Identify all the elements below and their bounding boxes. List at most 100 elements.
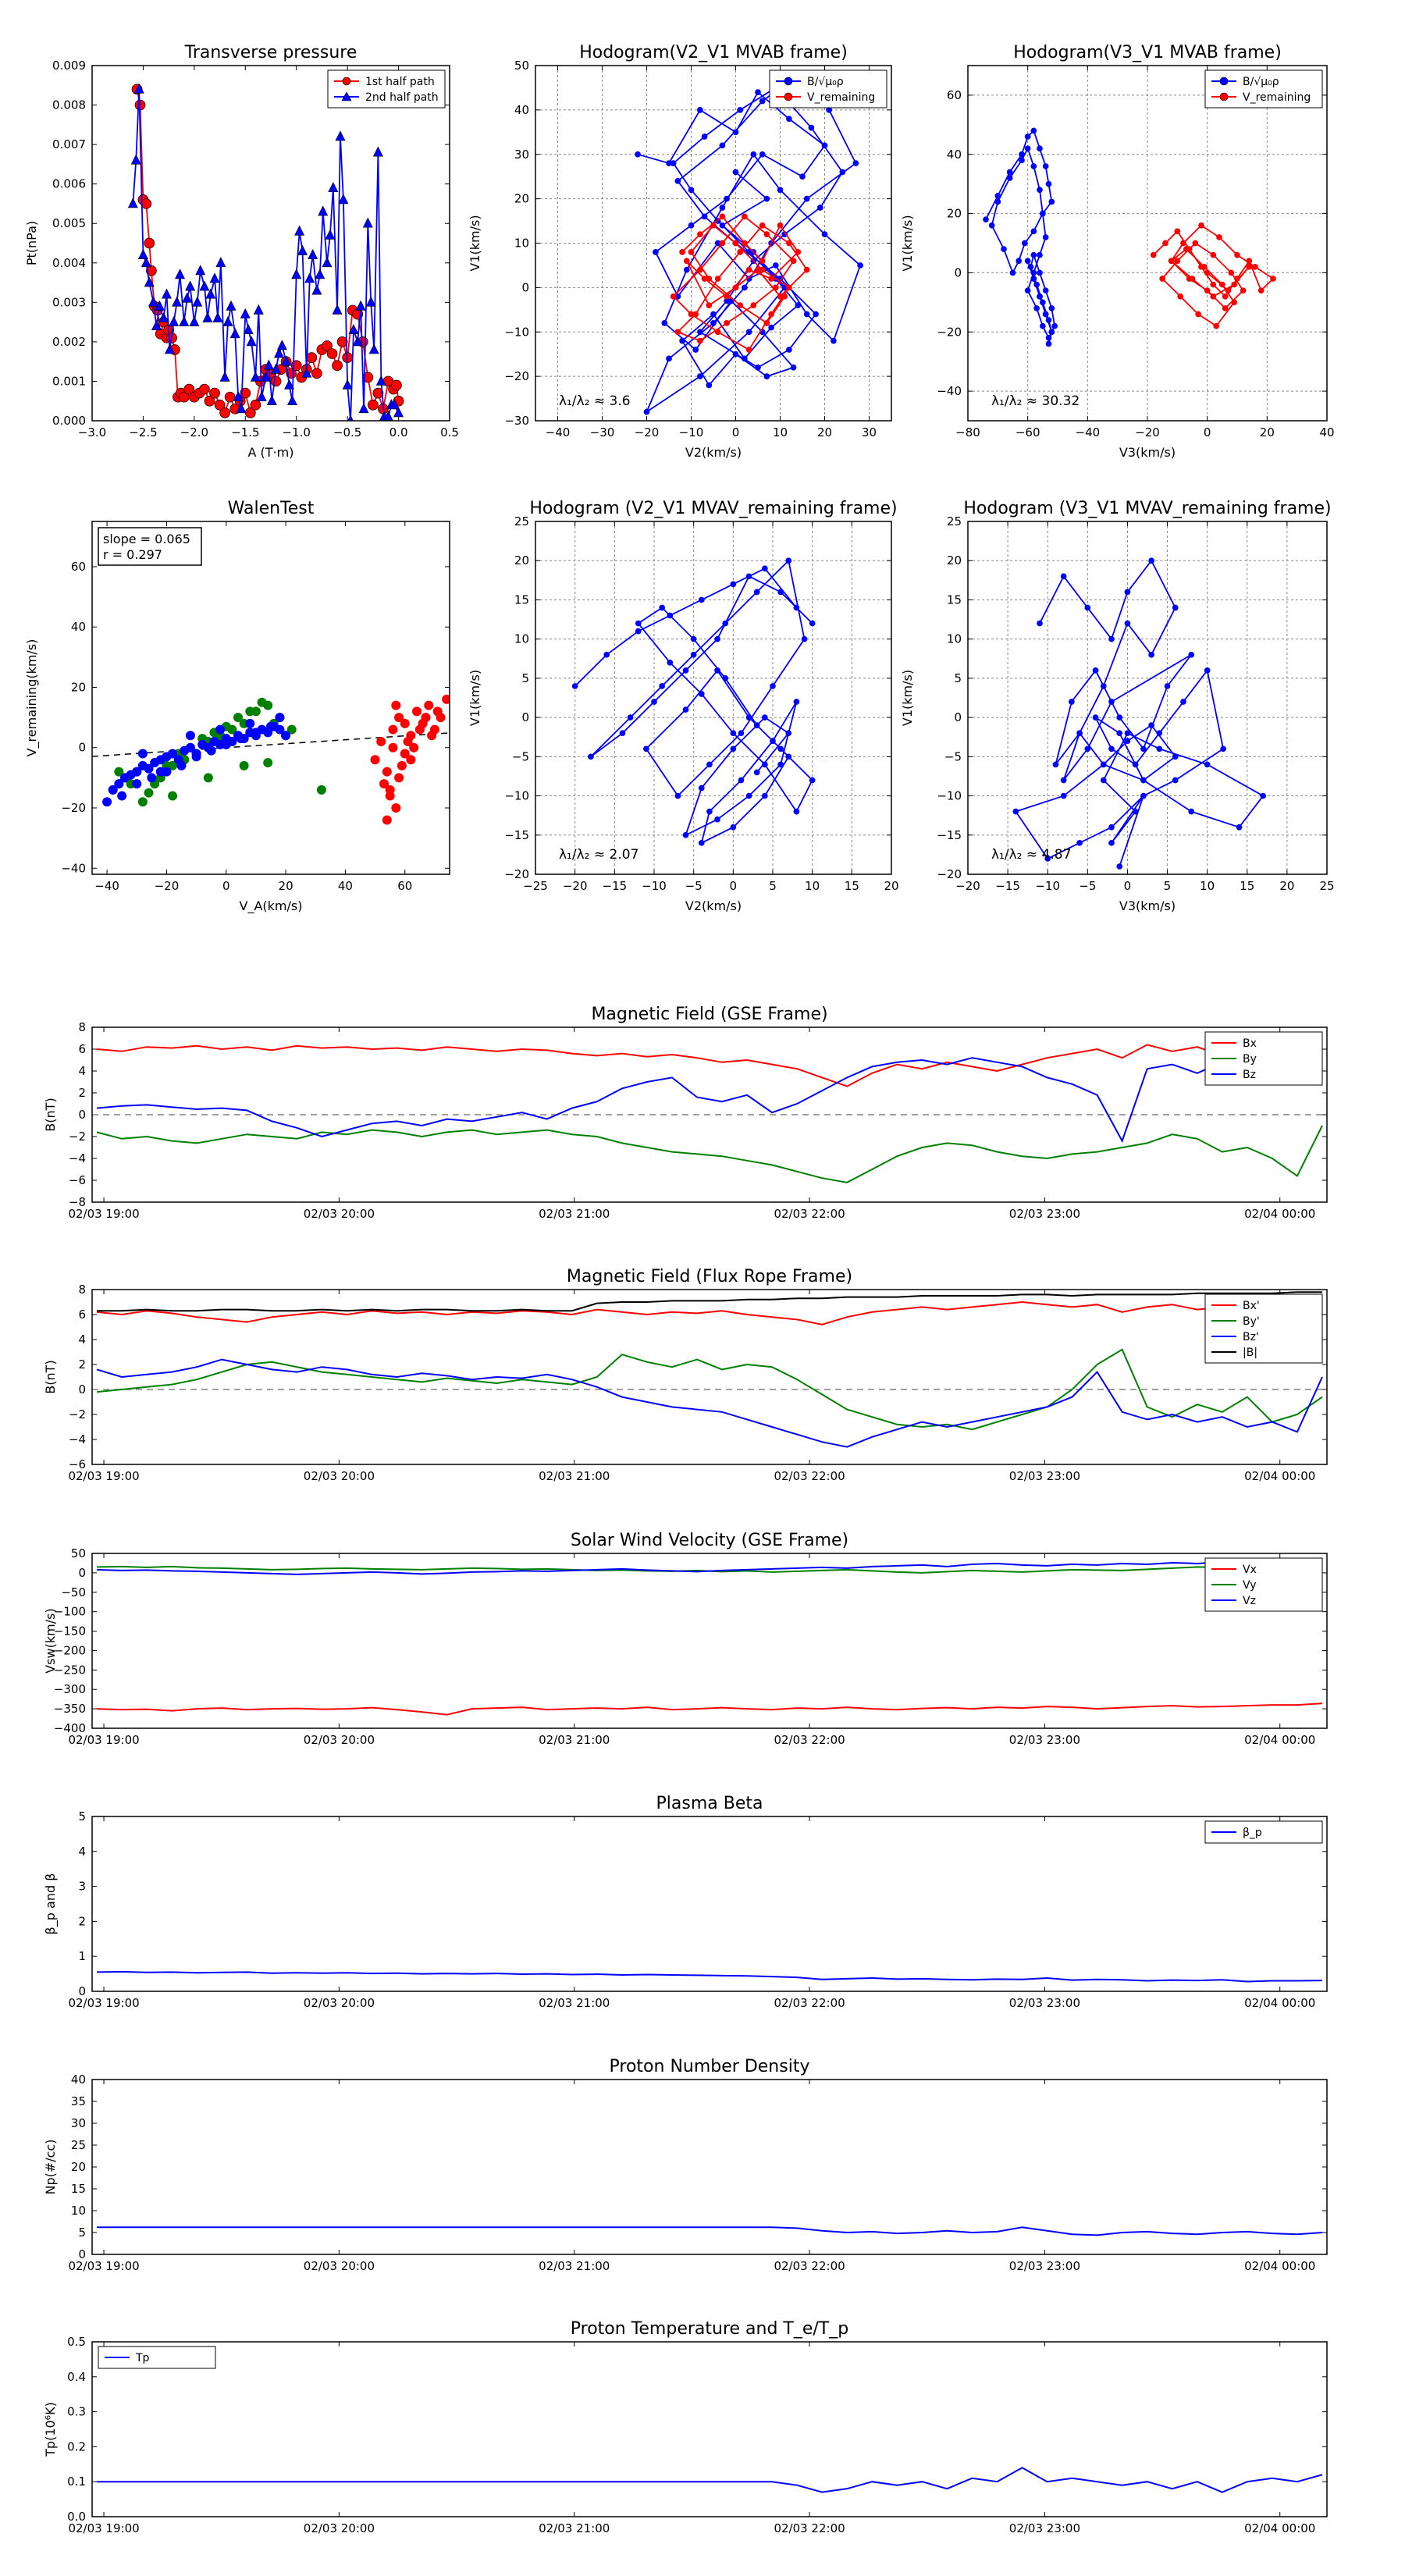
series-0-point xyxy=(1060,792,1067,799)
series-0-point xyxy=(619,730,626,737)
series-0-point xyxy=(698,785,705,792)
series-2nd-half-path-point xyxy=(315,269,325,279)
chart-title: Plasma Beta xyxy=(656,1794,763,1813)
series-v-remaining-point xyxy=(719,240,726,247)
y-tick-label: 4 xyxy=(78,1332,86,1347)
series-0-point xyxy=(1172,753,1179,760)
series-b--point xyxy=(710,311,717,318)
series-0-point xyxy=(753,769,760,776)
legend-marker xyxy=(342,76,351,86)
series-0-point xyxy=(1092,667,1099,674)
series-0-point xyxy=(203,773,213,783)
series-0-point xyxy=(588,753,594,760)
x-tick-label: 20 xyxy=(817,425,832,439)
series-b--point xyxy=(1030,251,1037,258)
series-0-point xyxy=(674,792,681,799)
series-2-point xyxy=(394,773,404,783)
series-0-point xyxy=(659,683,665,689)
y-tick-label: 0.000 xyxy=(52,414,86,428)
y-tick-label: 0.007 xyxy=(52,137,86,151)
series-2nd-half-path-point xyxy=(365,296,376,307)
series-v-remaining-point xyxy=(674,329,681,336)
series-0-point xyxy=(1148,651,1154,658)
legend-label: 1st half path xyxy=(365,76,435,88)
y-tick-label: 6 xyxy=(78,1308,86,1322)
series-b--point xyxy=(1030,228,1037,235)
series-v-remaining-point xyxy=(790,258,797,265)
y-tick-label: 20 xyxy=(71,680,86,694)
series-2nd-half-path-point xyxy=(250,371,261,382)
series-b--point xyxy=(683,266,690,273)
series-b--point xyxy=(701,133,708,140)
series-b--point xyxy=(737,107,744,113)
series-0-point xyxy=(1188,651,1195,658)
series-b--point xyxy=(772,262,779,269)
series-v-remaining-point xyxy=(1234,251,1240,258)
legend-marker xyxy=(341,91,352,101)
series-v-remaining-point xyxy=(1150,251,1157,258)
y-tick-label: 60 xyxy=(71,560,86,574)
series-b--point xyxy=(852,160,859,166)
y-tick-label: −5 xyxy=(944,749,962,763)
series-v-remaining-point xyxy=(1252,263,1258,270)
chart-title: Solar Wind Velocity (GSE Frame) xyxy=(571,1531,848,1550)
series-v-remaining-point xyxy=(1246,263,1253,270)
series-b--point xyxy=(1042,234,1049,240)
y-tick-label: 10 xyxy=(947,632,962,646)
series-2-point xyxy=(394,713,404,723)
series-2nd-half-path-point xyxy=(179,315,190,326)
series-0-point xyxy=(738,777,745,784)
series-2nd-half-path-point xyxy=(342,379,353,390)
series-2-point xyxy=(421,713,431,723)
series-by--line xyxy=(96,1348,1323,1431)
y-tick-label: 20 xyxy=(947,207,962,221)
series-v-remaining-point xyxy=(710,222,717,229)
chart-plasma-beta: Plasma Beta 02/03 19:00 02/03 20:00 02/03 2… xyxy=(43,1794,1328,2010)
series-b--point xyxy=(670,160,677,166)
plot-area xyxy=(96,1044,1323,1183)
series-2-point xyxy=(397,760,407,770)
series-2-point xyxy=(406,755,416,765)
chart-proton-temperature: Proton Temperature and T_e/T_p 02/03 19:0… xyxy=(43,2319,1328,2535)
x-tick-label: 02/03 20:00 xyxy=(304,2521,375,2535)
x-tick-label: −40 xyxy=(94,879,119,893)
series-0-point xyxy=(1100,777,1107,784)
series-v-remaining-point xyxy=(688,311,695,318)
plot-area xyxy=(571,557,816,846)
x-tick-label: 02/03 23:00 xyxy=(1009,1733,1080,1747)
series-0-point xyxy=(698,596,705,603)
x-tick-label: 10 xyxy=(805,879,820,893)
y-tick-label: −8 xyxy=(69,1195,86,1209)
series-v-remaining-point xyxy=(737,302,744,308)
y-tick-label: 0.005 xyxy=(52,216,86,230)
series-2nd-half-path-point xyxy=(393,407,404,418)
legend-label: 2nd half path xyxy=(365,91,439,104)
series-1st-half-path-point xyxy=(240,387,251,399)
series-1-point xyxy=(117,791,127,801)
chart-title: WalenTest xyxy=(228,499,315,518)
plot-frame xyxy=(91,1553,1328,1729)
series-1-point xyxy=(275,724,285,735)
series-v-remaining-point xyxy=(1222,293,1229,300)
y-tick-label: 5 xyxy=(78,1809,86,1823)
series-0-point xyxy=(682,831,689,838)
series-b--point xyxy=(759,98,766,105)
series-0-point xyxy=(730,581,737,588)
y-tick-label: −2 xyxy=(69,1407,86,1421)
series-1-point xyxy=(168,749,178,759)
stats-line: slope = 0.065 xyxy=(103,532,190,546)
plot-area xyxy=(97,2226,1323,2236)
series-0-point xyxy=(1108,839,1115,846)
y-tick-label: 0 xyxy=(78,1382,86,1397)
y-tick-label: 25 xyxy=(514,514,529,528)
series-v-remaining-point xyxy=(679,249,685,255)
series-b--point xyxy=(1009,269,1016,276)
series-b--point xyxy=(1037,187,1043,194)
series-2nd-half-path-point xyxy=(368,343,379,354)
series-tp-line xyxy=(97,2467,1323,2493)
y-tick-label: −150 xyxy=(54,1624,86,1638)
plot-frame xyxy=(91,2341,1328,2517)
x-tick-label: −1.5 xyxy=(231,425,259,439)
x-tick-label: 02/03 21:00 xyxy=(539,1207,610,1221)
y-tick-label: −15 xyxy=(504,828,529,842)
